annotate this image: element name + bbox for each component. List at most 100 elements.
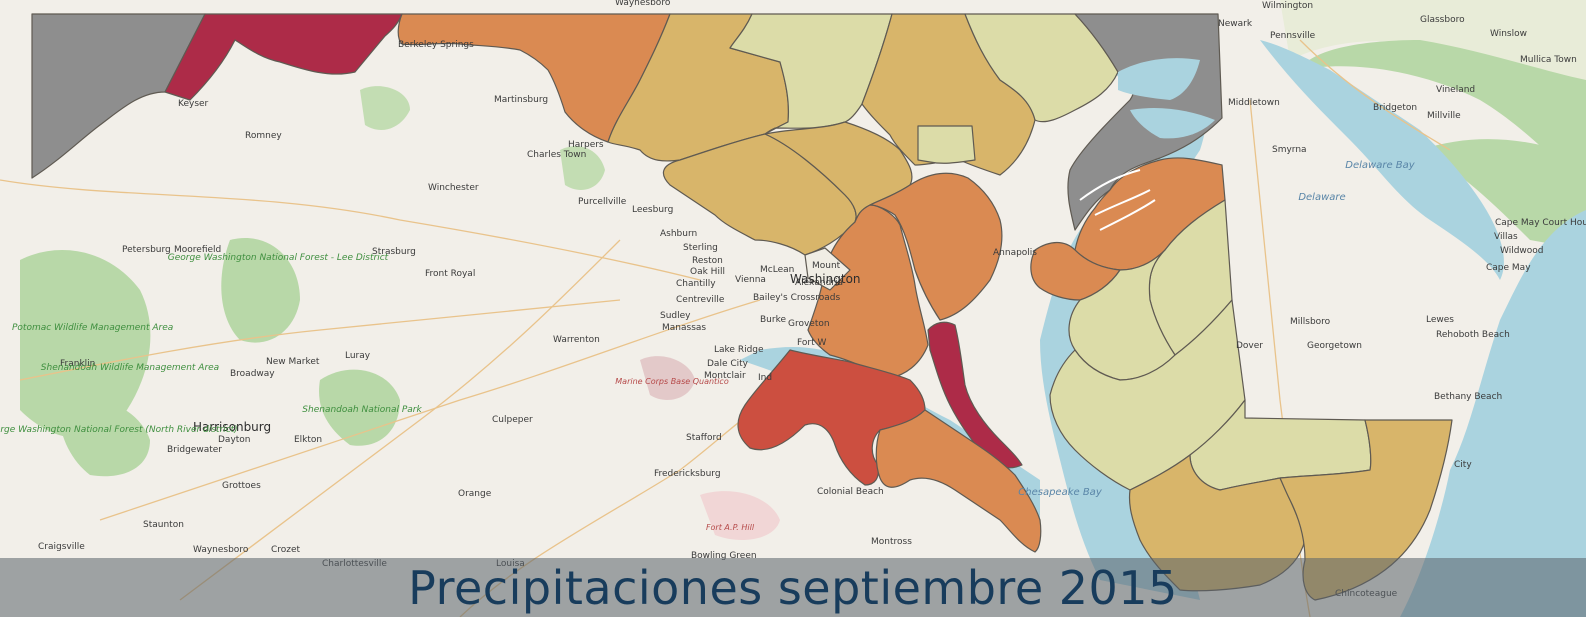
place-label: Warrenton	[553, 335, 600, 345]
place-label: Millsboro	[1290, 317, 1331, 327]
place-label: Harrisonburg	[193, 420, 271, 434]
place-label: Fort W	[797, 338, 826, 348]
forest-label: George Washington National Forest (North…	[0, 425, 238, 435]
place-label: Centreville	[676, 295, 725, 305]
place-label: Villas	[1494, 232, 1518, 242]
title-bar: Precipitaciones septiembre 2015	[0, 558, 1586, 617]
place-label: Reston	[692, 256, 723, 266]
place-label: Strasburg	[372, 247, 416, 257]
place-label: Oak Hill	[690, 267, 725, 277]
city-label-washington: Washington	[790, 272, 861, 286]
upper-bay-arms	[1118, 58, 1215, 139]
place-label: Stafford	[686, 433, 722, 443]
cecil-rivers	[1079, 169, 1156, 231]
nj-forest-2	[1420, 139, 1586, 250]
place-label: Rehoboth Beach	[1436, 330, 1510, 340]
place-label: Vineland	[1436, 85, 1475, 95]
place-label: City	[1454, 460, 1472, 470]
county-calvert[interactable]	[927, 321, 1023, 469]
county-st-marys[interactable]	[875, 409, 1042, 553]
place-label: Georgetown	[1307, 341, 1362, 351]
county-garrett[interactable]	[31, 13, 206, 179]
base-labels: Marine Corps Base Quantico Fort A.P. Hil…	[615, 377, 755, 532]
place-label: Culpeper	[492, 415, 533, 425]
base-label: Marine Corps Base Quantico	[615, 377, 729, 386]
place-label: Berkeley Springs	[398, 40, 474, 50]
forest-label: Shenandoah National Park	[302, 405, 422, 415]
place-label: Vienna	[735, 275, 766, 285]
county-prince-georges[interactable]	[807, 204, 929, 379]
county-baltimore-city[interactable]	[917, 125, 976, 164]
place-label: Martinsburg	[494, 95, 548, 105]
county-charles[interactable]	[737, 349, 926, 486]
place-label: Crozet	[271, 545, 301, 555]
place-label: Bowling Green	[691, 551, 757, 561]
place-label: Smyrna	[1272, 145, 1307, 155]
place-label: Bethany Beach	[1434, 392, 1502, 402]
place-label: Mullica Town	[1520, 55, 1577, 65]
place-label: Harpers	[568, 140, 604, 150]
place-label: Colonial Beach	[817, 487, 884, 497]
place-label: Winchester	[428, 183, 479, 193]
water-label: Delaware	[1298, 192, 1345, 203]
place-label: Lewes	[1426, 315, 1454, 325]
place-label: Fredericksburg	[654, 469, 721, 479]
place-label: Purcellville	[578, 197, 627, 207]
place-label: Charles Town	[527, 150, 586, 160]
place-label: Burke	[760, 315, 786, 325]
place-label: Montross	[871, 537, 912, 547]
place-label: Ind	[758, 373, 772, 383]
place-label: Leesburg	[632, 205, 673, 215]
fort-ap-hill	[700, 491, 780, 540]
place-label: Middletown	[1228, 98, 1280, 108]
place-label: Dover	[1236, 341, 1263, 351]
place-label: Staunton	[143, 520, 184, 530]
place-label: Keyser	[178, 99, 209, 109]
place-label: Millville	[1427, 111, 1461, 121]
forest-label: Shenandoah Wildlife Management Area	[41, 363, 219, 373]
place-label: Chantilly	[676, 279, 716, 289]
place-label: Bridgewater	[167, 445, 222, 455]
place-label: Annapolis	[993, 248, 1037, 258]
district-of-columbia[interactable]	[804, 247, 851, 291]
water-labels: Chesapeake Bay Delaware Delaware Bay	[1018, 160, 1416, 498]
place-label: Orange	[458, 489, 492, 499]
place-label: Cape May	[1486, 263, 1531, 273]
place-label: Waynesboro	[193, 545, 249, 555]
place-label: Wildwood	[1500, 246, 1544, 256]
place-label: Glassboro	[1420, 15, 1465, 25]
forest-labels: George Washington National Forest - Lee …	[0, 253, 422, 435]
gw-forest-north-river	[59, 397, 150, 477]
place-label: Moorefield	[174, 245, 221, 255]
place-label: McLean	[760, 265, 794, 275]
place-label: Dayton	[218, 435, 251, 445]
place-label: Luray	[345, 351, 371, 361]
water-label: Delaware Bay	[1345, 160, 1415, 171]
place-label: Winslow	[1490, 29, 1527, 39]
place-label: Elkton	[294, 435, 322, 445]
base-label: Fort A.P. Hill	[706, 523, 755, 532]
potomac-forest	[20, 250, 151, 439]
nj-forest	[1300, 40, 1586, 180]
atlantic-ocean	[1400, 210, 1586, 617]
place-label: Newark	[1218, 19, 1253, 29]
quantico-base	[640, 356, 695, 400]
place-label: Romney	[245, 131, 282, 141]
place-label: Grottoes	[222, 481, 261, 491]
place-label: Franklin	[60, 359, 95, 369]
place-label: Alexandria	[795, 278, 843, 288]
place-label: Lake Ridge	[714, 345, 764, 355]
place-label: Waynesboro	[615, 0, 671, 8]
place-label: Petersburg	[122, 245, 171, 255]
place-label: Craigsville	[38, 542, 85, 552]
place-label: Sudley	[660, 311, 691, 321]
map-title: Precipitaciones septiembre 2015	[408, 560, 1178, 615]
county-allegany[interactable]	[164, 13, 403, 101]
place-label: Montclair	[704, 371, 746, 381]
place-label: Sterling	[683, 243, 718, 253]
place-label: Wilmington	[1262, 1, 1313, 11]
place-label: Broadway	[230, 369, 275, 379]
place-label: Manassas	[662, 323, 706, 333]
